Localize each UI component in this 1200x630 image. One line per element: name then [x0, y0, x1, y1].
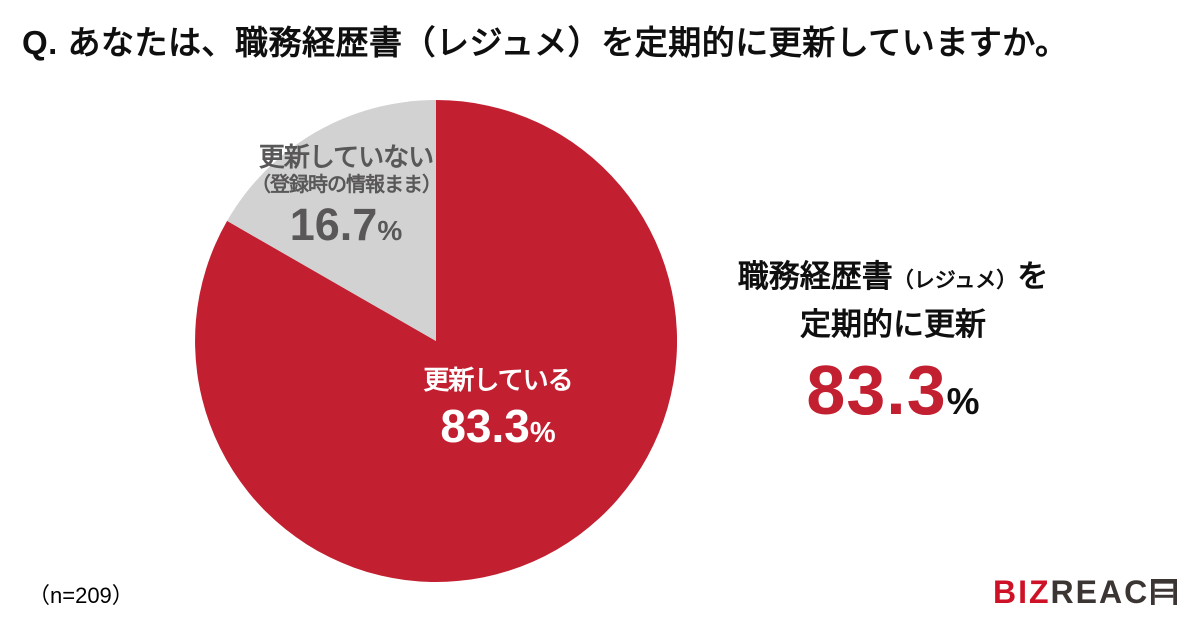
- sample-size-note: （n=209）: [28, 583, 134, 608]
- callout-line1: 職務経歴書（レジュメ）を: [738, 255, 1049, 303]
- callout-number: 83.3: [806, 351, 947, 429]
- not-updating-number: 16.7: [289, 199, 378, 250]
- callout-value-row: 83.3%: [738, 351, 1049, 449]
- callout-line1-main: 職務経歴書: [737, 259, 893, 294]
- callout-line1-tail: を: [1017, 259, 1049, 294]
- logo-text-biz: BIZ: [993, 574, 1051, 610]
- question-title: Q. あなたは、職務経歴書（レジュメ）を定期的に更新していますか。: [22, 24, 1069, 61]
- pie-slice-not-updating: [227, 100, 436, 341]
- pie-chart: [195, 100, 677, 582]
- label-not-updating-subtext: （登録時の情報まま）: [251, 174, 442, 196]
- updating-percent-sign: %: [529, 417, 556, 449]
- label-updating: 更新している 83.3%: [423, 364, 573, 459]
- summary-callout: 職務経歴書（レジュメ）を 定期的に更新 83.3%: [738, 255, 1049, 449]
- label-not-updating-value: 16.7%: [251, 200, 441, 256]
- bizreach-logo: BIZ REAC: [993, 574, 1178, 610]
- logo-text-reach: REAC: [1050, 574, 1150, 610]
- label-updating-text: 更新している: [423, 365, 573, 395]
- not-updating-percent-sign: %: [377, 215, 403, 246]
- label-not-updating-text: 更新していない: [258, 142, 434, 172]
- updating-number: 83.3: [440, 400, 530, 452]
- pie-slice-updating: [195, 100, 677, 582]
- callout-line1-small: （レジュメ）: [892, 269, 1018, 292]
- callout-line2: 定期的に更新: [800, 307, 986, 342]
- label-updating-value: 83.3%: [423, 400, 572, 459]
- ladder-h-icon: [1151, 579, 1178, 605]
- label-not-updating: 更新していない （登録時の情報まま） 16.7%: [251, 141, 442, 256]
- callout-percent-sign: %: [946, 381, 980, 422]
